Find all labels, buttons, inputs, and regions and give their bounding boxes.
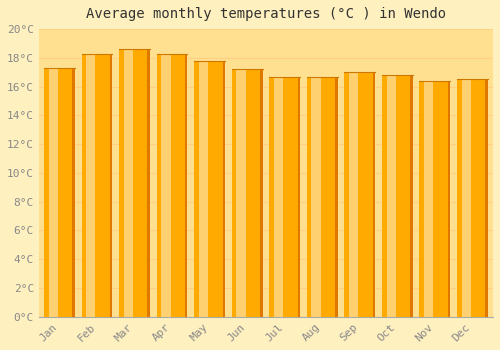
Bar [410,75,412,317]
Bar [386,75,396,317]
Bar [270,77,300,317]
Bar [344,72,375,317]
Bar [82,54,112,317]
Bar [307,77,338,317]
Bar [162,54,170,317]
Bar [260,69,262,317]
Bar [274,77,283,317]
Bar [236,69,246,317]
Bar [462,79,471,317]
Bar [420,81,450,317]
Bar [185,54,188,317]
Bar [199,61,208,317]
Bar [44,68,75,317]
Bar [486,79,488,317]
Bar [424,81,434,317]
Bar [48,68,58,317]
Bar [194,61,225,317]
Bar [72,68,75,317]
Bar [156,54,188,317]
Bar [148,49,150,317]
Bar [124,49,133,317]
Bar [335,77,338,317]
Bar [232,69,262,317]
Bar [312,77,320,317]
Bar [382,75,412,317]
Title: Average monthly temperatures (°C ) in Wendo: Average monthly temperatures (°C ) in We… [86,7,446,21]
Bar [110,54,112,317]
Bar [298,77,300,317]
Bar [86,54,96,317]
Bar [119,49,150,317]
Bar [372,72,375,317]
Bar [349,72,358,317]
Bar [448,81,450,317]
Bar [222,61,225,317]
Bar [457,79,488,317]
